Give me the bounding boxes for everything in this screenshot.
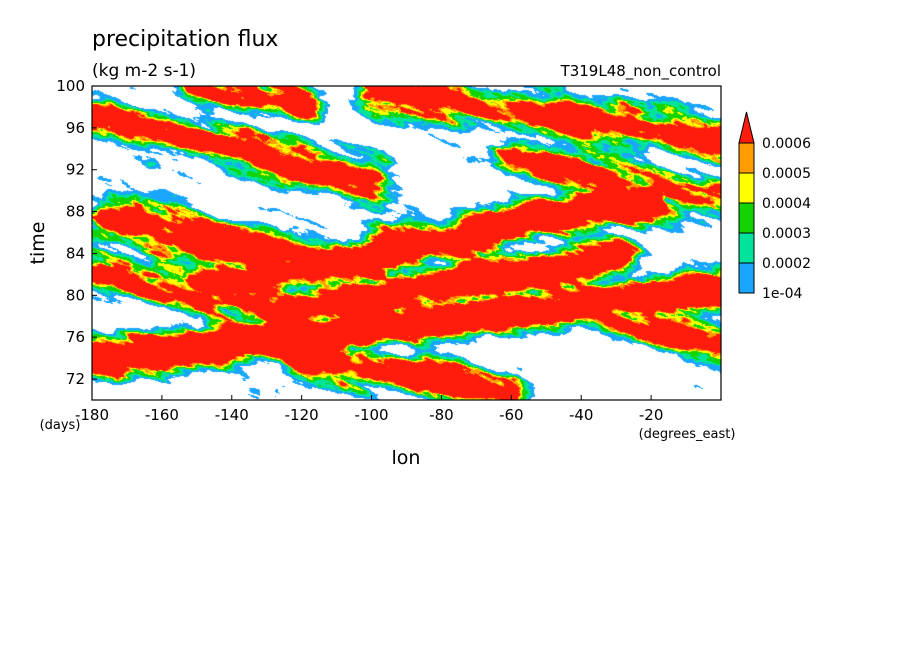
x-units: (degrees_east) <box>639 427 736 442</box>
y-tick-label: 92 <box>66 161 85 179</box>
run-label: T319L48_non_control <box>560 62 721 81</box>
y-tick-label: 88 <box>66 203 85 221</box>
y-tick-label: 72 <box>66 370 85 388</box>
x-tick-label: -60 <box>499 406 524 424</box>
colorbar: 1e-04 0.0002 0.0003 0.0004 0.0005 0.0006 <box>738 111 811 302</box>
colorbar-label: 0.0006 <box>762 136 811 152</box>
colorbar-label: 1e-04 <box>762 286 802 302</box>
plot-area <box>91 85 722 401</box>
precip-field-container <box>92 86 721 400</box>
x-tick-label: -180 <box>75 406 109 424</box>
y-units: (days) <box>40 418 81 433</box>
y-tick-label: 80 <box>66 286 85 304</box>
x-tick-label: -140 <box>215 406 249 424</box>
y-tick-label: 96 <box>66 119 85 137</box>
y-axis: 72 76 80 84 88 92 96 100 <box>56 77 97 388</box>
colorbar-swatch <box>738 202 755 234</box>
x-axis: -180 -160 -140 -120 -100 -80 -60 -40 -20 <box>75 395 663 424</box>
colorbar-swatch <box>738 262 755 294</box>
colorbar-swatch <box>738 172 755 204</box>
chart-units: (kg m-2 s-1) <box>92 61 196 81</box>
y-tick-label: 84 <box>66 244 85 262</box>
y-axis-label: time <box>27 222 49 265</box>
colorbar-swatch <box>738 142 755 174</box>
x-tick-label: -100 <box>355 406 389 424</box>
y-tick-label: 100 <box>56 77 85 95</box>
x-tick-label: -80 <box>429 406 454 424</box>
x-tick-label: -120 <box>285 406 319 424</box>
colorbar-label: 0.0004 <box>762 196 811 212</box>
x-tick-label: -160 <box>145 406 179 424</box>
colorbar-extend-triangle <box>738 111 755 144</box>
x-tick-label: -40 <box>569 406 594 424</box>
colorbar-label: 0.0002 <box>762 256 811 272</box>
colorbar-label: 0.0005 <box>762 166 811 182</box>
x-tick-label: -20 <box>639 406 664 424</box>
x-axis-label: lon <box>392 447 421 469</box>
plot-frame <box>91 85 722 401</box>
colorbar-swatch <box>738 232 755 264</box>
colorbar-label: 0.0003 <box>762 226 811 242</box>
y-tick-label: 76 <box>66 328 85 346</box>
precip-field <box>92 86 721 400</box>
chart-title: precipitation flux <box>92 27 278 52</box>
